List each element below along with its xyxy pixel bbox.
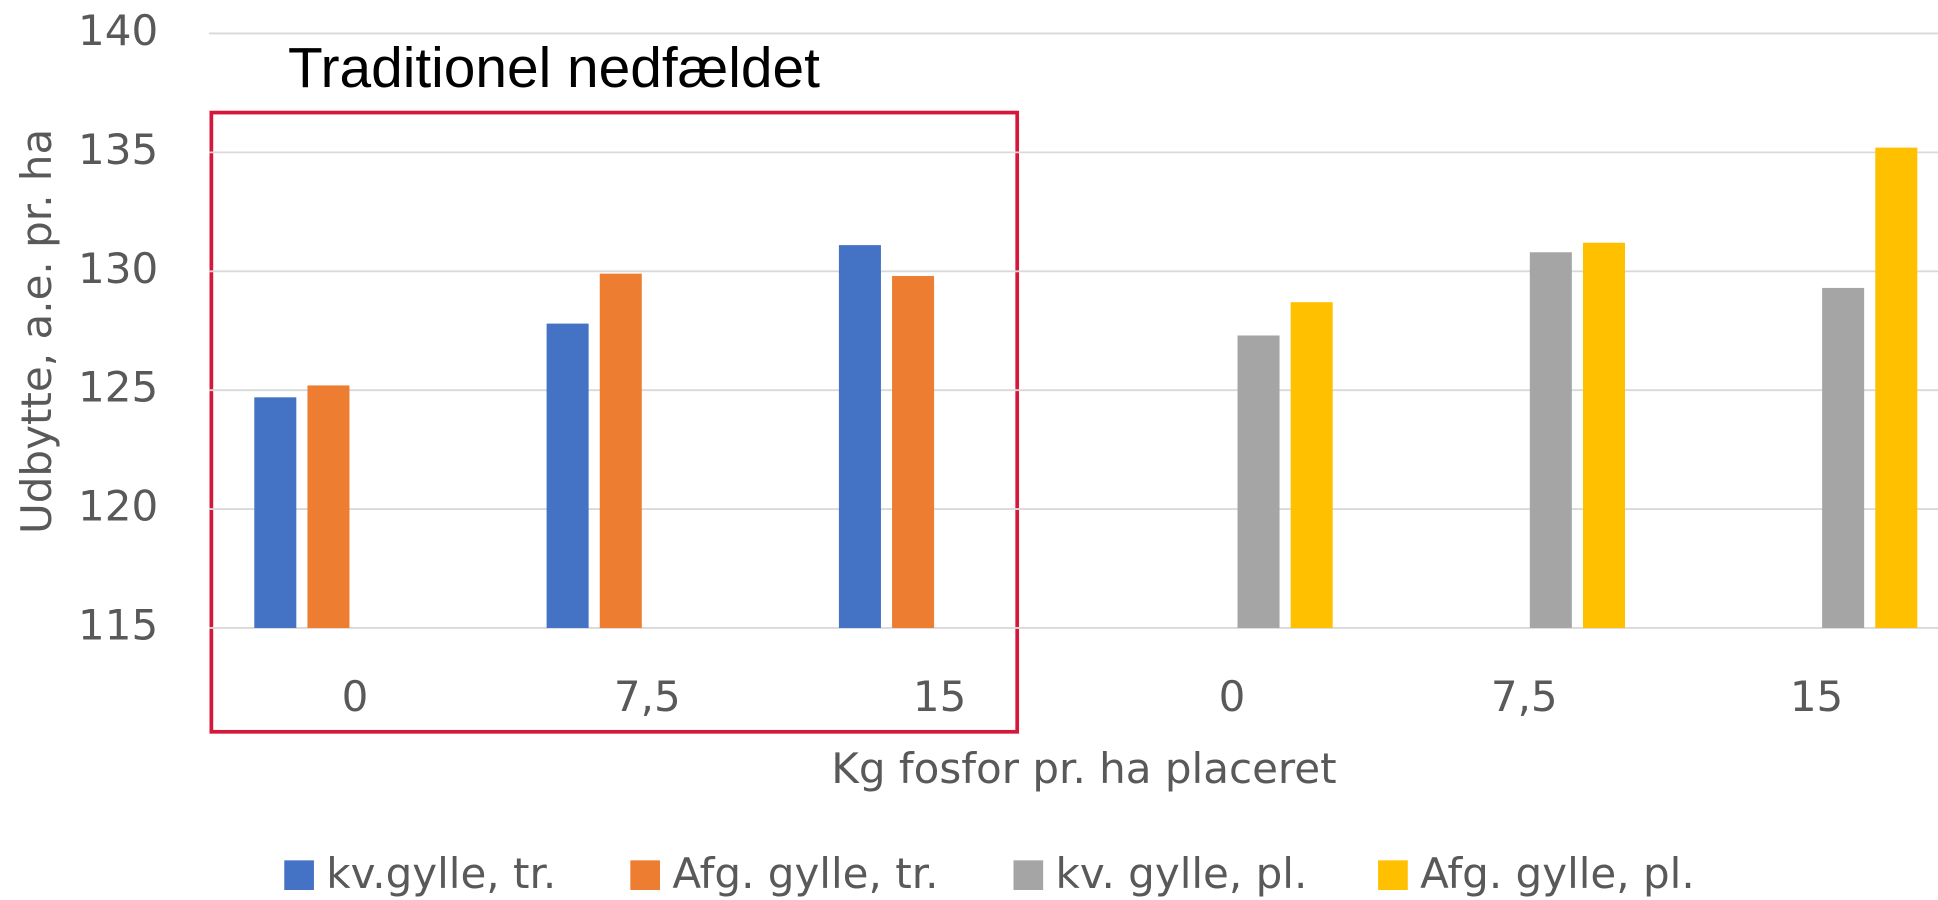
legend-label: Afg. gylle, tr. <box>672 849 938 898</box>
x-tick-label: 15 <box>1790 672 1843 721</box>
y-tick-label: 140 <box>78 6 158 55</box>
legend-swatch <box>1013 860 1044 891</box>
x-tick-label: 0 <box>342 672 369 721</box>
legend-label: kv. gylle, pl. <box>1056 849 1308 898</box>
bar <box>599 273 642 628</box>
y-tick-label: 115 <box>78 600 158 649</box>
annotation: Traditionel nedfældet <box>288 37 820 100</box>
y-tick-label: 120 <box>78 482 158 531</box>
x-tick-label: 0 <box>1219 672 1246 721</box>
bar <box>1237 335 1280 628</box>
x-tick-label: 7,5 <box>1491 672 1558 721</box>
legend-label: Afg. gylle, pl. <box>1420 849 1695 898</box>
bar <box>1875 147 1918 628</box>
highlight-box <box>209 110 1020 734</box>
bar <box>254 397 297 628</box>
y-tick-label: 135 <box>78 125 158 174</box>
legend-swatch <box>630 860 661 891</box>
bar <box>892 276 935 628</box>
bar <box>1529 252 1572 628</box>
bar <box>838 245 881 628</box>
legend-swatch <box>284 860 314 891</box>
legend-swatch <box>1378 860 1408 891</box>
bar <box>1290 302 1333 628</box>
x-tick-label: 7,5 <box>614 672 681 721</box>
y-tick-label: 125 <box>78 363 158 412</box>
bar <box>546 323 589 628</box>
legend-label: kv.gylle, tr. <box>326 849 556 898</box>
y-axis-label: Udbytte, a.e. pr. ha <box>12 129 61 534</box>
bar <box>307 385 350 628</box>
x-axis-label: Kg fosfor pr. ha placeret <box>831 744 1336 793</box>
x-tick-label: 15 <box>913 672 966 721</box>
bar <box>1582 242 1625 628</box>
y-tick-label: 130 <box>78 244 158 293</box>
bar <box>1822 287 1865 628</box>
